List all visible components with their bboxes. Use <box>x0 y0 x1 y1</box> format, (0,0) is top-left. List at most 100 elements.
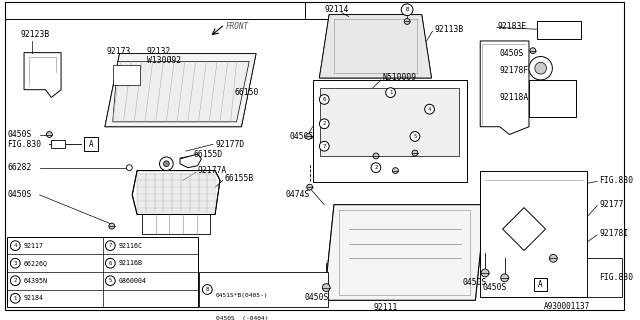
Text: 92132: 92132 <box>147 47 172 56</box>
Text: 0450S: 0450S <box>8 130 32 139</box>
Text: FIG.830: FIG.830 <box>8 140 42 149</box>
Text: 92178F: 92178F <box>500 66 529 75</box>
Text: 0450S: 0450S <box>500 49 524 58</box>
Text: 6: 6 <box>323 97 326 102</box>
Text: B: B <box>406 7 409 12</box>
Polygon shape <box>146 172 154 212</box>
Polygon shape <box>324 205 485 300</box>
Bar <box>73 21 307 212</box>
Circle shape <box>109 223 115 229</box>
Text: 2: 2 <box>374 165 378 170</box>
Bar <box>480 171 588 297</box>
Text: 0450S: 0450S <box>482 283 506 292</box>
Circle shape <box>306 133 312 140</box>
Bar <box>529 80 576 117</box>
Text: FRONT: FRONT <box>226 22 249 31</box>
Bar <box>537 21 580 39</box>
Text: 66282: 66282 <box>8 163 32 172</box>
Polygon shape <box>172 172 180 212</box>
Text: 92183E: 92183E <box>498 22 527 31</box>
Circle shape <box>386 88 396 98</box>
Bar <box>113 65 140 85</box>
Polygon shape <box>588 258 621 297</box>
Circle shape <box>530 48 536 54</box>
Circle shape <box>425 104 435 114</box>
Text: N510009: N510009 <box>383 74 417 83</box>
Circle shape <box>500 274 509 282</box>
Text: 3: 3 <box>13 261 17 266</box>
Circle shape <box>535 62 547 74</box>
Bar <box>312 80 467 182</box>
Bar <box>142 214 210 234</box>
Polygon shape <box>24 52 61 98</box>
Text: 0450S: 0450S <box>8 190 32 199</box>
Circle shape <box>163 161 169 167</box>
Text: 4: 4 <box>13 243 17 248</box>
Circle shape <box>10 293 20 303</box>
Circle shape <box>319 119 329 129</box>
Circle shape <box>404 19 410 24</box>
Text: 66226Q: 66226Q <box>24 260 48 266</box>
Bar <box>534 278 547 292</box>
Bar <box>321 88 459 156</box>
Bar <box>200 272 328 307</box>
Text: 0450S: 0450S <box>289 132 314 141</box>
Text: 7: 7 <box>323 144 326 149</box>
Bar <box>8 237 198 307</box>
Text: 92184: 92184 <box>24 295 44 301</box>
Circle shape <box>106 258 115 268</box>
Text: 8: 8 <box>205 287 209 292</box>
Circle shape <box>401 4 413 16</box>
Text: 0451S*B(0405-): 0451S*B(0405-) <box>216 292 269 298</box>
Circle shape <box>47 132 52 138</box>
Circle shape <box>410 132 420 141</box>
Circle shape <box>106 241 115 251</box>
Text: A930001137: A930001137 <box>543 301 590 311</box>
Text: 92178I: 92178I <box>599 229 628 238</box>
Text: 2: 2 <box>323 121 326 126</box>
Circle shape <box>319 141 329 151</box>
Text: 92177D: 92177D <box>215 140 244 149</box>
Text: 92173: 92173 <box>107 47 131 56</box>
Polygon shape <box>198 172 206 212</box>
Polygon shape <box>132 171 220 214</box>
Text: 92177: 92177 <box>599 200 623 209</box>
Polygon shape <box>180 154 202 168</box>
Circle shape <box>529 57 552 80</box>
Circle shape <box>10 241 20 251</box>
Bar <box>51 140 65 148</box>
Text: 2: 2 <box>13 278 17 283</box>
Polygon shape <box>155 172 163 212</box>
Polygon shape <box>189 172 198 212</box>
Polygon shape <box>319 15 431 78</box>
Text: 0450S: 0450S <box>463 278 487 287</box>
Circle shape <box>159 157 173 171</box>
Text: 92116B: 92116B <box>119 260 143 266</box>
Text: A: A <box>538 280 543 289</box>
Polygon shape <box>113 61 249 122</box>
Polygon shape <box>480 41 529 134</box>
Polygon shape <box>105 54 256 127</box>
Text: 92113B: 92113B <box>435 25 463 34</box>
Circle shape <box>392 168 398 173</box>
Circle shape <box>373 153 379 159</box>
Text: 92123B: 92123B <box>20 30 49 39</box>
Text: 92118A: 92118A <box>500 93 529 102</box>
Circle shape <box>323 284 330 292</box>
Polygon shape <box>324 205 485 300</box>
Text: 92177A: 92177A <box>198 166 227 175</box>
Text: 5: 5 <box>413 134 417 139</box>
Bar <box>84 138 98 151</box>
Text: 0474S: 0474S <box>285 190 310 199</box>
Text: 5: 5 <box>109 278 112 283</box>
Polygon shape <box>105 54 256 127</box>
Circle shape <box>126 165 132 171</box>
Polygon shape <box>163 172 172 212</box>
Text: 1: 1 <box>13 296 17 301</box>
Polygon shape <box>502 208 545 251</box>
Bar <box>310 200 490 302</box>
Circle shape <box>549 254 557 262</box>
Text: 0450S  (-0404): 0450S (-0404) <box>216 316 269 320</box>
Text: 66150: 66150 <box>235 88 259 97</box>
Text: 92116C: 92116C <box>119 243 143 249</box>
